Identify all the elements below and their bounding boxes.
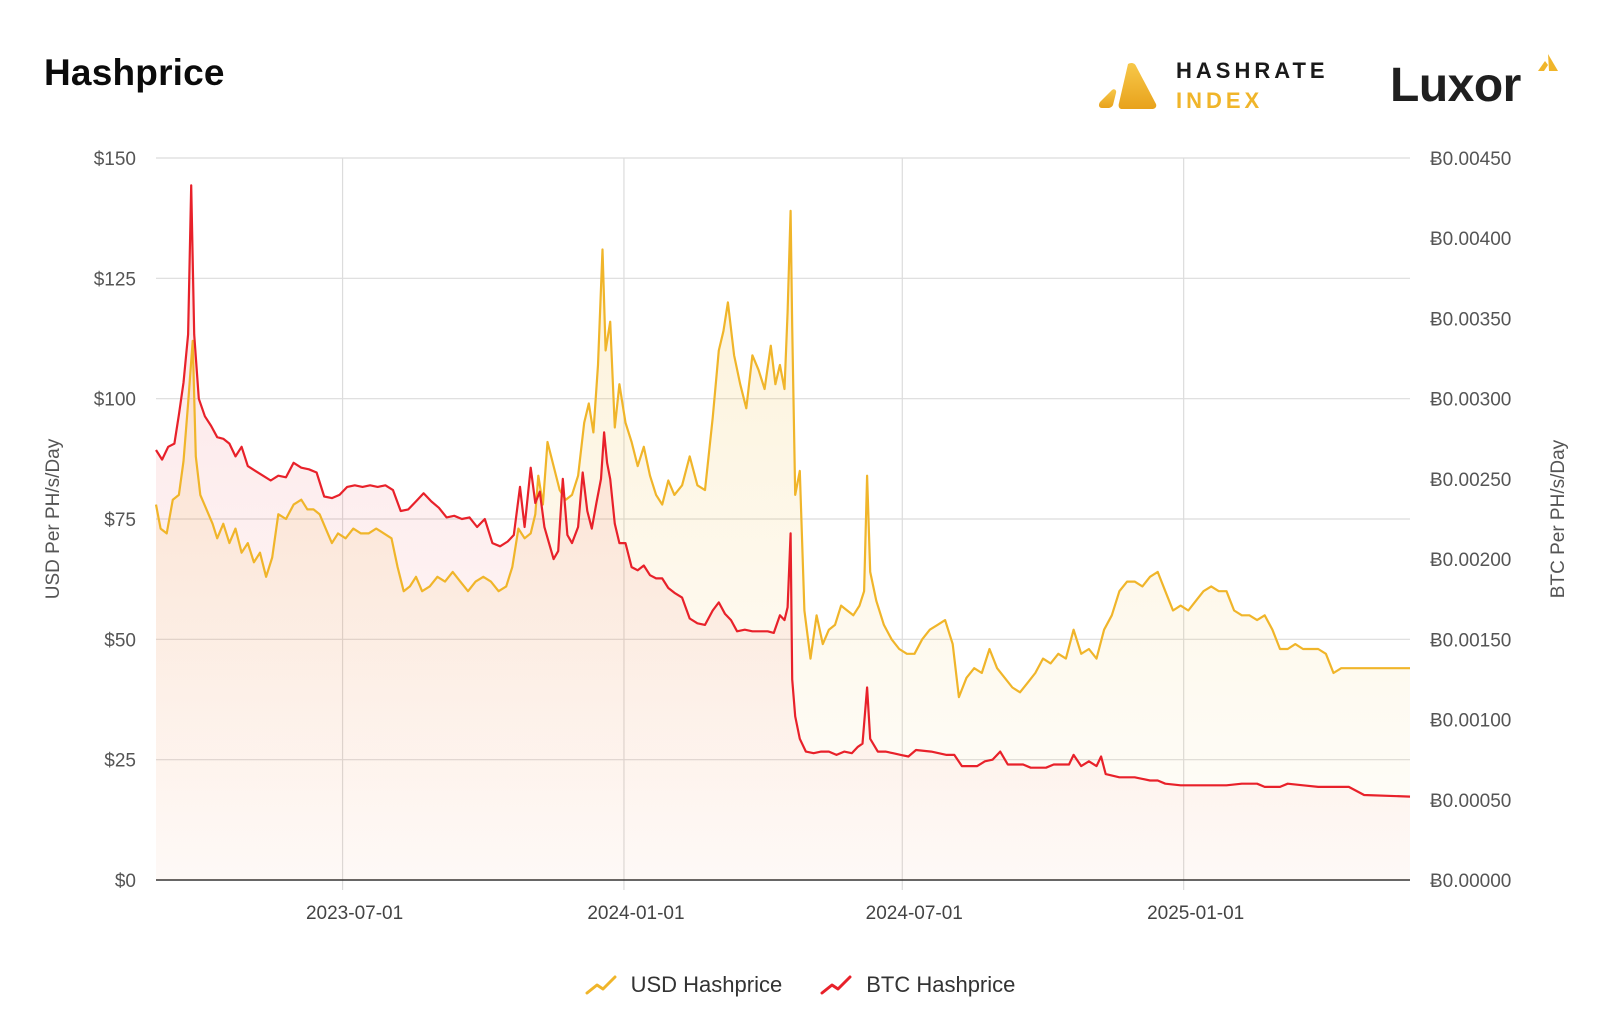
usd-line-icon	[585, 975, 617, 995]
brand-index-text: INDEX	[1176, 88, 1264, 113]
chart-legend: USD Hashprice BTC Hashprice	[0, 972, 1600, 998]
x-tick-label: 2024-01-01	[587, 903, 684, 924]
hashrate-index-mark-icon	[1098, 62, 1157, 109]
y-left-tick-label: $75	[104, 510, 136, 531]
btc-series-line	[155, 184, 1411, 798]
x-tick-label: 2024-07-01	[866, 903, 963, 924]
legend-item-usd[interactable]: USD Hashprice	[585, 972, 783, 998]
x-tick-label: 2025-01-01	[1147, 903, 1244, 924]
y-right-tick-label: Ƀ0.00050	[1430, 791, 1511, 812]
luxor-logo: Luxor	[1390, 52, 1570, 122]
y-right-axis-title: BTC Per PH/s/Day	[1548, 439, 1569, 598]
y-right-tick-label: Ƀ0.00250	[1430, 470, 1511, 491]
y-right-tick-label: Ƀ0.00350	[1430, 309, 1511, 330]
y-left-tick-label: $100	[94, 390, 136, 411]
brand-hashrate-text: HASHRATE	[1176, 58, 1329, 83]
y-left-tick-label: $50	[104, 630, 136, 651]
y-right-tick-label: Ƀ0.00150	[1430, 630, 1511, 651]
y-right-tick-label: Ƀ0.00200	[1430, 550, 1511, 571]
y-left-tick-label: $125	[94, 269, 136, 290]
y-left-axis-title: USD Per PH/s/Day	[43, 438, 64, 599]
y-right-tick-label: Ƀ0.00000	[1430, 871, 1511, 892]
usd-series-line	[154, 209, 1410, 699]
y-right-tick-label: Ƀ0.00400	[1430, 229, 1511, 250]
btc-series-area	[156, 185, 1410, 881]
y-left-tick-label: $0	[115, 871, 136, 892]
y-left-tick-label: $25	[104, 751, 136, 772]
y-right-tick-label: Ƀ0.00100	[1430, 711, 1511, 732]
btc-line-icon	[820, 975, 852, 995]
x-tick-label: 2023-07-01	[306, 903, 403, 924]
luxor-mark-icon	[1538, 54, 1558, 71]
legend-label-btc: BTC Hashprice	[866, 972, 1016, 997]
hashprice-chart: $0 $25 $50 $75 $100 $125 $150 Ƀ0.00000 Ƀ0.00050 Ƀ…	[43, 149, 1569, 924]
y-right-tick-label: Ƀ0.00450	[1430, 149, 1511, 170]
page-title: Hashprice	[44, 52, 225, 93]
legend-label-usd: USD Hashprice	[630, 972, 783, 997]
y-left-tick-label: $150	[94, 149, 136, 170]
legend-item-btc[interactable]: BTC Hashprice	[820, 972, 1015, 998]
hashrate-index-logo: HASHRATE INDEX	[1098, 56, 1338, 118]
luxor-wordmark: Luxor	[1390, 59, 1521, 112]
y-right-tick-label: Ƀ0.00300	[1430, 390, 1511, 411]
